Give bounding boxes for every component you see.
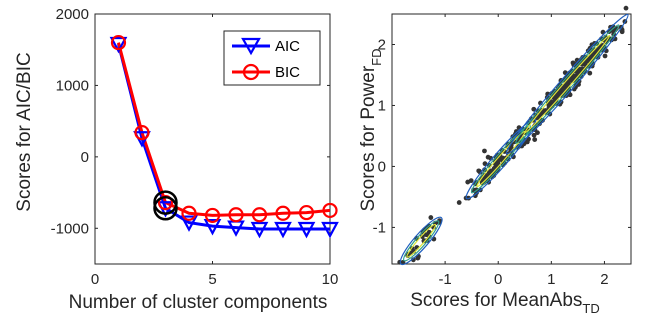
right-xtick-label: -1 (438, 271, 451, 288)
legend-aic-label: AIC (275, 38, 300, 55)
aic-point (109, 36, 128, 54)
density-contour (524, 34, 611, 134)
scatter-point (476, 168, 482, 174)
scatter-point (532, 137, 538, 143)
right-axis-ticks: -1 0 1 2 -1 0 1 2 (373, 14, 631, 288)
bic-point (322, 202, 338, 219)
bic-point (181, 205, 197, 221)
scatter-point (502, 149, 508, 154)
left-ylabel: Scores for AIC/BIC (14, 52, 35, 211)
bic-point (298, 204, 315, 221)
left-xlabel: Number of cluster components (69, 292, 328, 313)
right-ylabel-subscript: FD (369, 48, 384, 65)
scatter-point (513, 129, 519, 134)
right-scatter-content (397, 5, 629, 266)
legend-box (223, 30, 321, 86)
aic-point (297, 221, 316, 239)
left-ytick-label: -1000 (51, 220, 89, 237)
scatter-point (602, 53, 608, 59)
bic-point (275, 205, 291, 221)
bic-point (134, 124, 150, 141)
scatter-point (623, 5, 629, 11)
right-xtick-label: 1 (547, 271, 555, 288)
aic-point (180, 215, 198, 232)
optimum-highlight-circle (153, 190, 178, 215)
scatter-point (619, 29, 625, 35)
density-contour (515, 24, 620, 144)
bic-point (204, 207, 221, 224)
aic-point (203, 219, 222, 236)
right-xlabel-main: Scores for MeanAbs (410, 290, 582, 311)
scatter-point (488, 170, 494, 176)
right-xtick-label: 0 (494, 271, 502, 288)
legend-aic-marker (241, 37, 261, 56)
left-series-group (109, 34, 339, 239)
aic-point (321, 221, 339, 239)
legend-bic-label: BIC (275, 64, 300, 81)
left-axis-ticks: 0 5 10 -1000 0 1000 2000 (51, 6, 339, 288)
right-ylabel-main: Scores for Power (358, 65, 379, 211)
density-contour (406, 223, 437, 258)
series-bic-line (117, 42, 331, 217)
right-ylabel: Scores for PowerFD (358, 48, 384, 211)
scatter-point (456, 200, 462, 205)
bic-point (110, 34, 127, 51)
scatter-point (493, 162, 499, 168)
density-contour (470, 124, 531, 194)
scatter-point (428, 215, 434, 220)
right-xlabel: Scores for MeanAbsTD (410, 290, 599, 316)
legend: AIC BIC (223, 30, 321, 86)
scatter-point (468, 178, 474, 184)
scatter-point (531, 132, 537, 138)
scatter-point (519, 143, 525, 149)
right-ytick-label: 1 (378, 97, 386, 114)
scatter-point (531, 106, 537, 112)
scatter-point (545, 100, 551, 106)
scatter-point (485, 154, 491, 160)
left-ytick-label: 1000 (56, 77, 89, 94)
right-ytick-label: 2 (378, 36, 386, 53)
bic-point (251, 207, 268, 223)
scatter-point (472, 193, 478, 199)
right-xtick-label: 2 (600, 271, 608, 288)
density-contour (505, 13, 629, 155)
scatter-point (557, 101, 563, 107)
left-xtick-label: 10 (322, 271, 339, 288)
right-ytick-label: -1 (373, 219, 386, 236)
density-contour (403, 220, 440, 262)
scatter-point (421, 238, 427, 244)
left-ytick-label: 0 (81, 149, 89, 166)
scatter-point (482, 148, 487, 154)
series-aic-line (117, 43, 330, 231)
left-xtick-label: 0 (91, 271, 99, 288)
scores-scatter-chart: -1 0 1 2 -1 0 1 2 Scores for PowerFD Scores for… (358, 5, 632, 316)
right-ytick-label: 0 (378, 158, 386, 175)
scatter-point (540, 107, 545, 113)
density-contour (399, 216, 443, 266)
scatter-point (415, 255, 421, 261)
left-ytick-label: 2000 (56, 6, 89, 23)
scatter-point (540, 117, 545, 123)
right-xlabel-subscript: TD (582, 301, 599, 316)
left-xtick-label: 5 (208, 271, 216, 288)
density-contour (465, 118, 537, 200)
aic-bic-chart: 0 5 10 -1000 0 1000 2000 Scores for AIC/BIC Nu… (14, 6, 339, 313)
aic-point (274, 221, 292, 239)
scatter-point (419, 234, 425, 240)
legend-bic-marker (242, 63, 260, 81)
optimum-highlight-circle (153, 196, 178, 221)
scatter-point (587, 70, 593, 76)
aic-point (250, 221, 269, 239)
bic-point (228, 207, 244, 223)
